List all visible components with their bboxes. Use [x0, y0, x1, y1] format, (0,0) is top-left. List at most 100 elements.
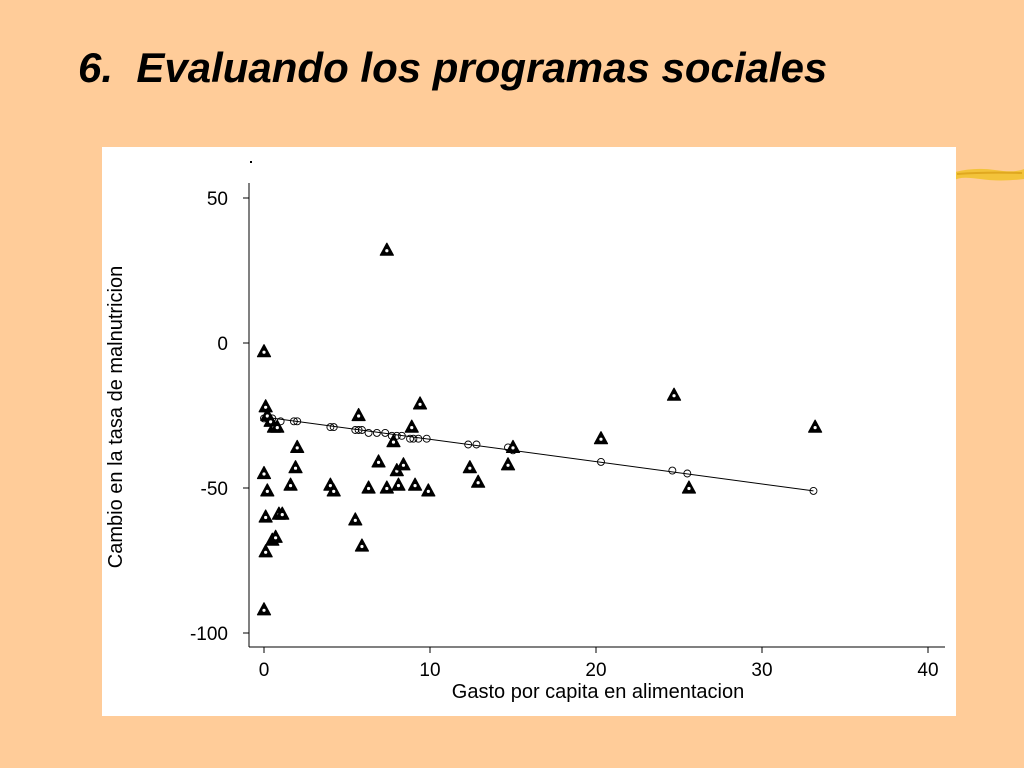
slide-title: 6. Evaluando los programas sociales — [78, 44, 828, 91]
triangle-marker-dot — [511, 446, 515, 450]
triangle-marker-dot — [410, 426, 414, 430]
hollow-point — [354, 426, 363, 434]
chart-axes: 50 0 -50 -100 0 10 20 30 40 — [190, 161, 945, 681]
hollow-point — [326, 423, 335, 432]
triangle-marker-dot — [366, 486, 371, 491]
triangle-marker-dot — [353, 518, 357, 522]
x-tick-label: 10 — [419, 660, 440, 681]
triangle-marker-dot — [468, 466, 472, 470]
triangle-point — [371, 454, 386, 468]
triangle-point — [379, 242, 394, 256]
hollow-point — [357, 426, 366, 434]
chart-panel: 50 0 -50 -100 0 10 20 30 40 Gasto por capita en … — [102, 147, 956, 716]
triangle-marker-dot — [264, 405, 268, 409]
triangle-point — [256, 344, 272, 358]
triangle-point — [351, 407, 366, 422]
hollow-point — [381, 428, 390, 437]
triangle-point — [500, 457, 516, 471]
hollow-points-layer — [260, 414, 818, 495]
triangle-point — [256, 602, 272, 616]
triangle-points-layer — [256, 242, 823, 616]
triangle-point — [270, 419, 285, 433]
triangle-marker-dot — [385, 249, 389, 253]
triangle-point — [361, 480, 376, 494]
hollow-point — [809, 486, 818, 495]
triangle-point — [256, 465, 272, 480]
triangle-marker-dot — [672, 394, 676, 398]
triangle-point — [283, 477, 298, 491]
triangle-marker-dot — [376, 460, 381, 464]
triangle-marker-dot — [275, 426, 279, 430]
triangle-point — [290, 439, 305, 453]
hollow-point — [683, 469, 692, 478]
triangle-point — [391, 477, 406, 491]
scatter-chart: 50 0 -50 -100 0 10 20 30 40 Gasto por capita en … — [105, 161, 945, 703]
triangle-marker-dot — [332, 489, 336, 493]
triangle-marker-dot — [391, 440, 396, 444]
hollow-point — [372, 428, 381, 437]
hollow-point — [406, 434, 415, 443]
hollow-point — [464, 440, 473, 449]
triangle-marker-dot — [401, 463, 406, 467]
triangle-point — [666, 387, 682, 401]
triangle-marker-dot — [360, 544, 364, 549]
triangle-point — [421, 483, 436, 497]
triangle-marker-dot — [280, 513, 284, 517]
triangle-point — [258, 509, 273, 523]
triangle-point — [275, 506, 290, 520]
triangle-marker-dot — [413, 484, 417, 488]
triangle-marker-dot — [506, 463, 510, 467]
triangle-point — [268, 529, 283, 543]
triangle-marker-dot — [288, 484, 293, 488]
hollow-point — [472, 440, 481, 449]
triangle-marker-dot — [264, 515, 268, 520]
triangle-point — [354, 538, 370, 552]
hollow-point — [597, 457, 605, 466]
fit-line — [263, 416, 814, 492]
y-tick-label: 50 — [207, 189, 228, 210]
hollow-point — [293, 417, 302, 426]
triangle-marker-dot — [385, 486, 389, 491]
triangle-point — [379, 480, 394, 494]
triangle-marker-dot — [262, 608, 266, 612]
triangle-marker-dot — [426, 489, 430, 493]
y-tick-label: -100 — [190, 624, 228, 645]
triangle-marker-dot — [396, 484, 401, 488]
hollow-point — [289, 417, 298, 426]
hollow-point — [409, 434, 418, 443]
triangle-point — [593, 431, 609, 445]
triangle-point — [348, 512, 363, 526]
triangle-point — [288, 460, 303, 474]
triangle-marker-dot — [295, 446, 299, 450]
triangle-marker-dot — [418, 402, 422, 406]
hollow-point — [414, 434, 423, 443]
triangle-marker-dot — [269, 420, 273, 424]
y-tick-label: -50 — [201, 479, 228, 500]
triangle-point — [260, 483, 275, 497]
x-tick-label: 20 — [585, 660, 606, 681]
triangle-marker-dot — [274, 536, 278, 540]
hollow-point — [668, 466, 677, 475]
triangle-marker-dot — [264, 550, 268, 554]
triangle-point — [407, 477, 423, 491]
y-axis-label: Cambio en la tasa de malnutricion — [105, 266, 127, 568]
triangle-point — [258, 399, 273, 413]
triangle-point — [505, 439, 521, 453]
triangle-point — [808, 419, 823, 433]
triangle-point — [258, 544, 273, 558]
axis-top-mark — [250, 161, 252, 163]
triangle-point — [471, 474, 486, 488]
triangle-point — [404, 419, 419, 433]
x-tick-label: 0 — [259, 660, 270, 681]
triangle-marker-dot — [262, 472, 266, 476]
triangle-marker-dot — [265, 414, 269, 418]
triangle-point — [681, 480, 697, 494]
triangle-point — [412, 396, 428, 410]
accent-brush-stroke — [955, 168, 1024, 181]
triangle-marker-dot — [328, 484, 332, 488]
triangle-marker-dot — [265, 489, 269, 493]
x-tick-label: 40 — [917, 660, 938, 681]
y-tick-label: 0 — [217, 334, 228, 355]
x-tick-label: 30 — [751, 660, 772, 681]
triangle-marker-dot — [813, 426, 817, 430]
